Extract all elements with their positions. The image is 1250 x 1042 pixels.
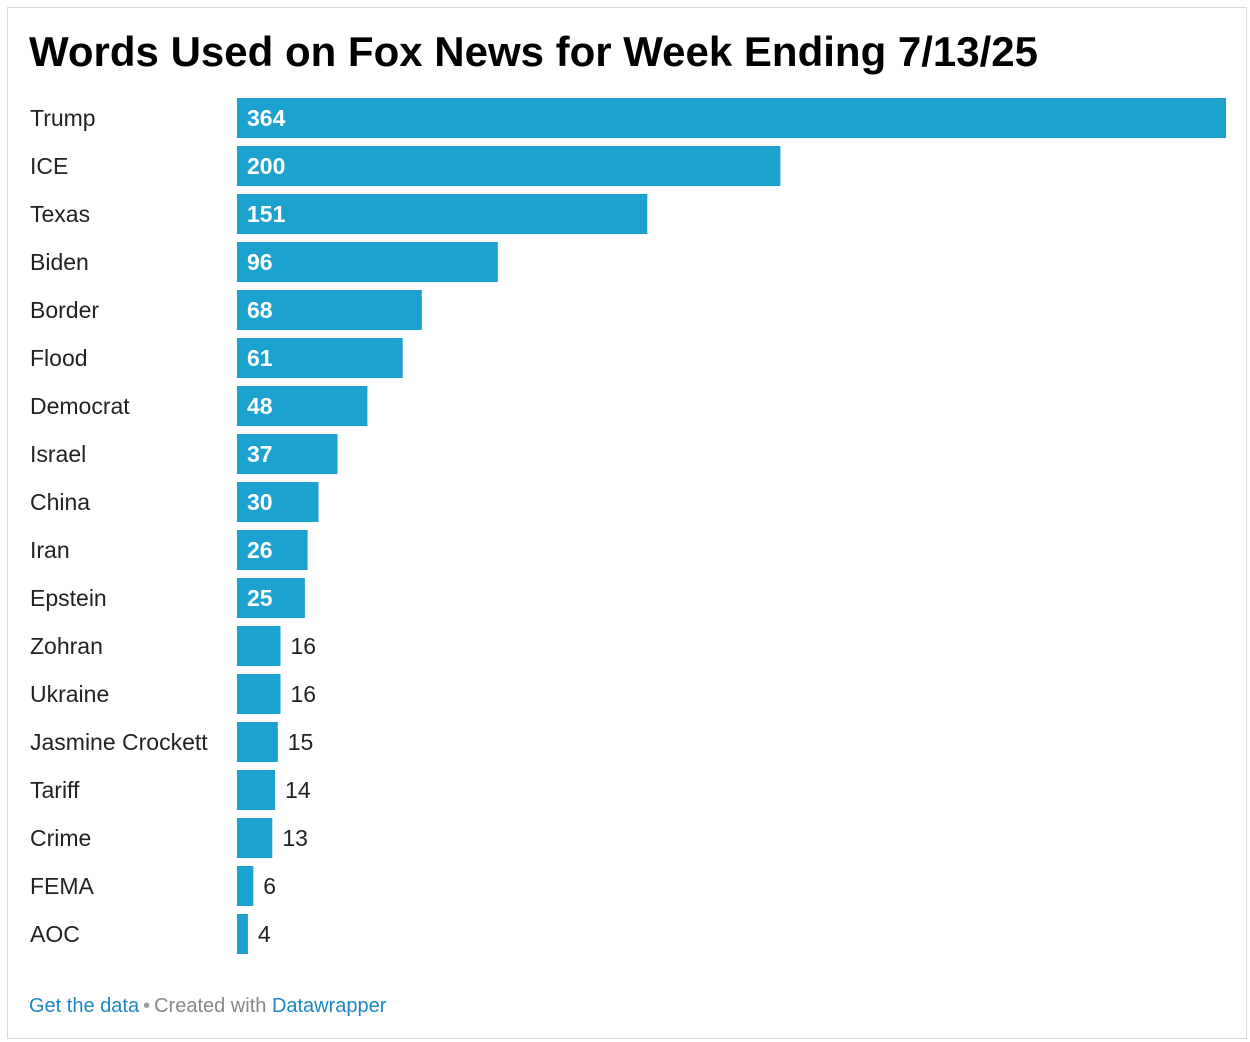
- bar: [237, 194, 648, 234]
- category-label: Texas: [30, 201, 90, 227]
- bar: [237, 290, 422, 330]
- category-label: Tariff: [30, 777, 80, 803]
- bar: [237, 242, 498, 282]
- bar: [237, 482, 319, 522]
- created-with-text: Created with: [154, 995, 267, 1017]
- bar-value-label: 364: [247, 105, 286, 131]
- category-label: Flood: [30, 345, 88, 371]
- bar-value-label: 26: [247, 537, 273, 563]
- bar-value-label: 16: [290, 633, 316, 659]
- bar-value-label: 151: [247, 201, 286, 227]
- bar: [237, 98, 1226, 138]
- bar-value-label: 15: [288, 729, 314, 755]
- category-label: Trump: [30, 105, 96, 131]
- category-label: Epstein: [30, 585, 107, 611]
- bar: [237, 818, 273, 858]
- category-label: Iran: [30, 537, 70, 563]
- bar-value-label: 14: [285, 777, 311, 803]
- bar: [237, 674, 281, 714]
- category-label: Israel: [30, 441, 86, 467]
- get-the-data-link[interactable]: Get the data: [29, 995, 140, 1017]
- chart-footer: Get the data • Created with Datawrapper: [29, 993, 386, 1019]
- footer-separator: •: [143, 995, 151, 1017]
- category-label: FEMA: [30, 873, 95, 899]
- bar: [237, 914, 248, 954]
- bar-value-label: 16: [290, 681, 316, 707]
- category-label: Jasmine Crockett: [30, 729, 208, 755]
- bar-value-label: 48: [247, 393, 273, 419]
- category-label: Zohran: [30, 633, 103, 659]
- category-label: Democrat: [30, 393, 130, 419]
- bar-value-label: 61: [247, 345, 273, 371]
- bar-value-label: 37: [247, 441, 273, 467]
- bar: [237, 770, 275, 810]
- bar: [237, 386, 368, 426]
- bar: [237, 530, 308, 570]
- datawrapper-link[interactable]: Datawrapper: [271, 995, 387, 1017]
- bar: [237, 626, 281, 666]
- category-label: Border: [30, 297, 99, 323]
- bar-value-label: 30: [247, 489, 273, 515]
- bar-value-label: 4: [258, 921, 271, 947]
- bar-value-label: 6: [263, 873, 276, 899]
- bar-value-label: 96: [247, 249, 273, 275]
- bar: [237, 866, 254, 906]
- bar: [237, 722, 278, 762]
- category-label: AOC: [30, 921, 80, 947]
- category-label: Crime: [30, 825, 91, 851]
- bar: [237, 578, 305, 618]
- bar: [237, 338, 403, 378]
- bar-value-label: 200: [247, 153, 285, 179]
- bar: [237, 146, 781, 186]
- category-label: ICE: [30, 153, 68, 179]
- bar: [237, 434, 338, 474]
- category-label: China: [30, 489, 90, 515]
- bar-value-label: 25: [247, 585, 273, 611]
- category-label: Biden: [30, 249, 89, 275]
- bar-value-label: 68: [247, 297, 273, 323]
- bar-value-label: 13: [282, 825, 308, 851]
- chart-title: Words Used on Fox News for Week Ending 7…: [29, 28, 1039, 75]
- category-label: Ukraine: [30, 681, 109, 707]
